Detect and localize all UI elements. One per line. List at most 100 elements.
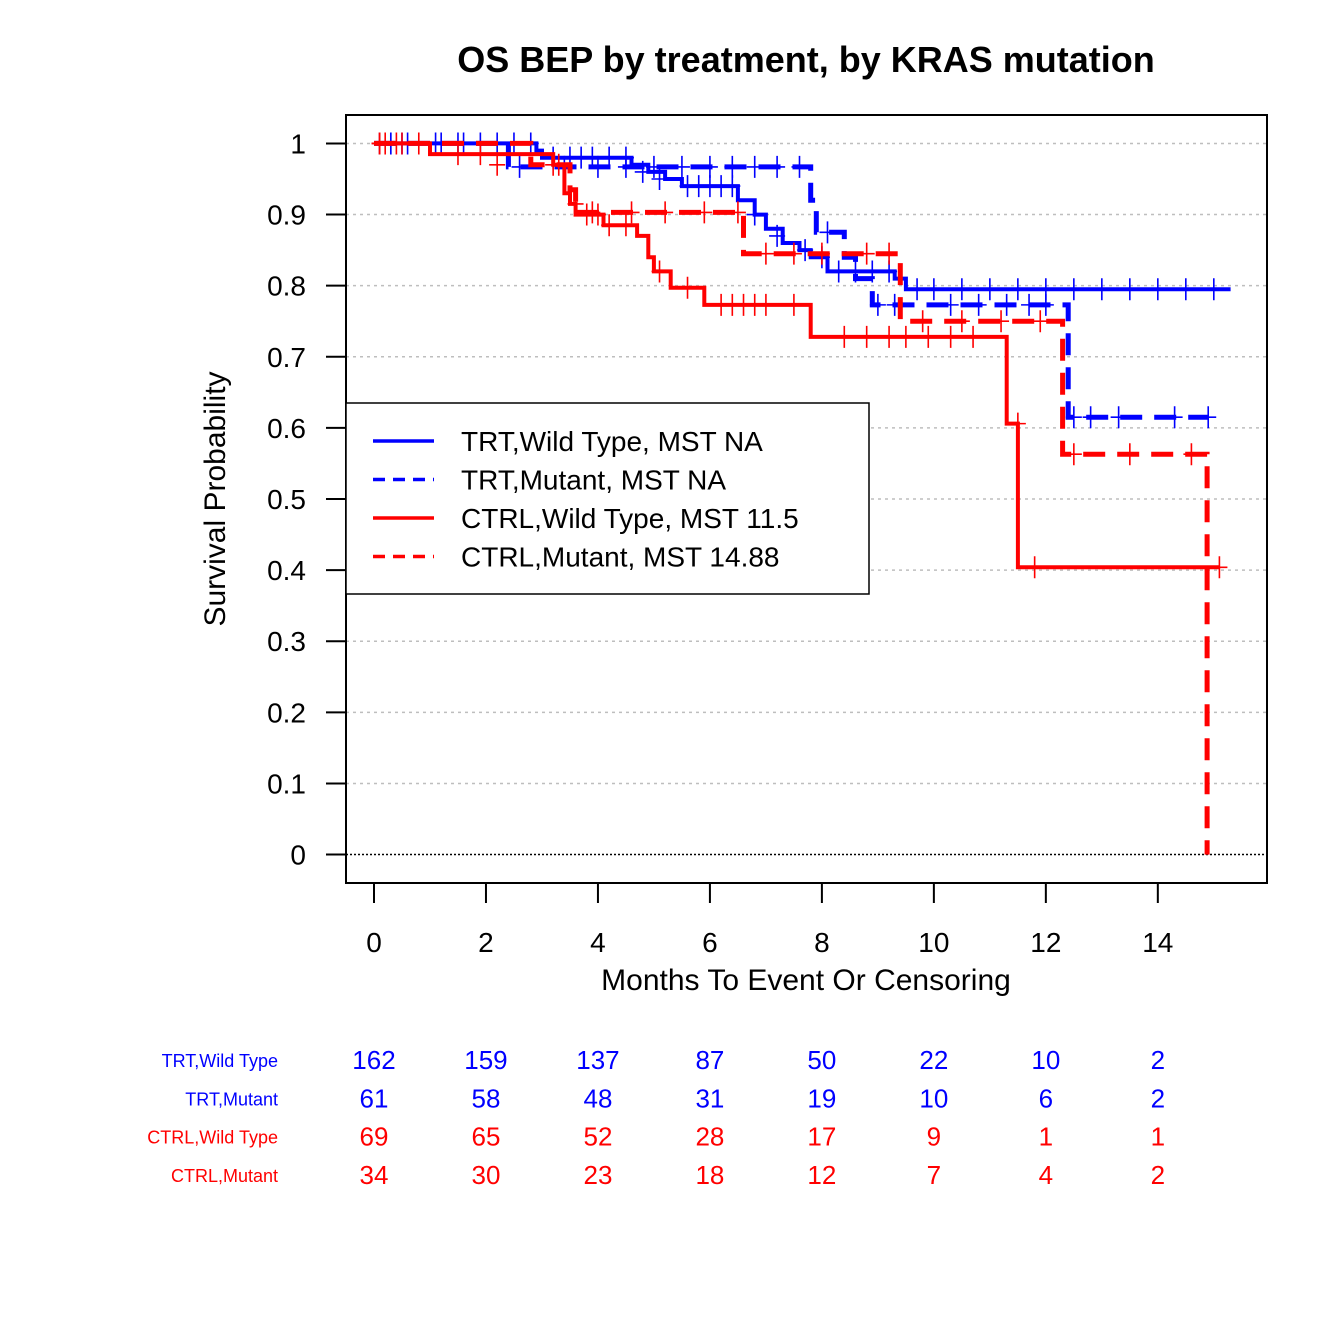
- series-1-censor-mark-42: [1205, 278, 1222, 301]
- series-3-censor-mark-28: [1211, 556, 1228, 579]
- series-4-censor-mark-7: [657, 201, 674, 224]
- series-2-censor-mark-9: [701, 155, 718, 178]
- risk-count: 50: [807, 1045, 836, 1075]
- legend-label-2: TRT,Mutant, MST NA: [461, 465, 726, 496]
- risk-count: 6: [1039, 1083, 1053, 1113]
- y-tick-label-1: 0.1: [267, 768, 306, 799]
- y-tick-label-6: 0.6: [267, 413, 306, 444]
- risk-count: 137: [576, 1045, 619, 1075]
- legend: TRT,Wild Type, MST NA TRT,Mutant, MST NA C…: [345, 402, 870, 595]
- risk-count: 162: [352, 1045, 395, 1075]
- series-3-censor-mark-4: [472, 143, 489, 166]
- series-2-censor-mark-15: [869, 293, 886, 316]
- x-tick-label-6: 12: [1030, 927, 1061, 958]
- risk-count: 52: [583, 1122, 612, 1152]
- series-3-censor-mark-21: [881, 325, 898, 348]
- series-2-censor-mark-13: [791, 155, 808, 178]
- series-1-censor-mark-37: [1065, 278, 1082, 301]
- risk-count: 30: [472, 1160, 501, 1190]
- risk-count: 58: [472, 1083, 501, 1113]
- risk-count: 1: [1151, 1122, 1165, 1152]
- series-4-censor-mark-6: [623, 201, 640, 224]
- axes: 00.10.20.30.40.50.60.70.80.910 2 4 6 8 10 12 14: [267, 128, 1173, 958]
- risk-count: 10: [1031, 1045, 1060, 1075]
- series-4-censor-mark-1: [388, 132, 405, 155]
- y-tick-label-0: 0: [290, 840, 306, 871]
- series-1-censor-mark-41: [1177, 278, 1194, 301]
- series-4-censor-mark-17: [993, 310, 1010, 333]
- risk-row-label-4: CTRL,Mutant: [171, 1166, 278, 1186]
- series-4-censor-mark-12: [813, 242, 830, 265]
- series-1-censor-mark-32: [925, 278, 942, 301]
- x-tick-label-3: 6: [702, 927, 718, 958]
- y-tick-label-9: 0.9: [267, 200, 306, 231]
- series-3-censor-mark-11: [651, 260, 668, 283]
- risk-count: 48: [583, 1083, 612, 1113]
- series-1-censor-mark-25: [797, 239, 814, 262]
- series-3-censor-mark-18: [785, 293, 802, 316]
- chart-title: OS BEP by treatment, by KRAS mutation: [457, 39, 1154, 80]
- series-2-censor-mark-11: [746, 155, 763, 178]
- risk-row-label-1: TRT,Wild Type: [162, 1051, 278, 1071]
- series-4-censor-mark-9: [729, 201, 746, 224]
- series-2-censor-mark-3: [511, 155, 528, 178]
- series-2-censor-mark-21: [1037, 293, 1054, 316]
- gridlines: [346, 142, 1267, 856]
- series-3-censor-mark-25: [965, 325, 982, 348]
- series-3-censor-mark-19: [836, 325, 853, 348]
- series-1-censor-mark-33: [953, 278, 970, 301]
- series-2-censor-mark-14: [819, 221, 836, 244]
- risk-table: TRT,Wild Type 162 159 137 87 50 22 10 2TRT,Mutan…: [147, 1045, 1165, 1190]
- series-2-censor-mark-25: [1166, 406, 1183, 429]
- y-tick-label-8: 0.8: [267, 271, 306, 302]
- series-3-censor-mark-26: [1009, 412, 1026, 435]
- series-2-censor-mark-10: [724, 155, 741, 178]
- risk-count: 19: [807, 1083, 836, 1113]
- series-3-censor-mark-10: [617, 214, 634, 237]
- y-tick-label-10: 1: [290, 128, 306, 159]
- risk-count: 69: [360, 1122, 389, 1152]
- y-tick-label-3: 0.3: [267, 626, 306, 657]
- series-1-censor-mark-27: [830, 260, 847, 283]
- series-4-censor-mark-11: [785, 242, 802, 265]
- series-3-censor-mark-24: [942, 325, 959, 348]
- y-tick-label-4: 0.4: [267, 555, 306, 586]
- series-2-censor-mark-22: [1065, 406, 1082, 429]
- series-4-censor-mark-2: [449, 143, 466, 166]
- series-1-censor-mark-35: [1009, 278, 1026, 301]
- risk-count: 9: [927, 1122, 941, 1152]
- series-3-censor-mark-9: [601, 214, 618, 237]
- series-4-censor-mark-18: [1032, 310, 1049, 333]
- x-tick-label-7: 14: [1142, 927, 1173, 958]
- series-3-censor-mark-17: [757, 293, 774, 316]
- series-1-censor-mark-24: [769, 224, 786, 247]
- series-2-censor-mark-12: [769, 155, 786, 178]
- series-2-group: [374, 132, 1217, 429]
- series-1-censor-mark-38: [1093, 278, 1110, 301]
- legend-box: [345, 402, 870, 595]
- x-tick-label-2: 4: [590, 927, 606, 958]
- x-axis-label: Months To Event Or Censoring: [601, 964, 1011, 997]
- series-2-censor-mark-19: [998, 293, 1015, 316]
- series-1-censor-mark-39: [1121, 278, 1138, 301]
- series-2-censor-mark-24: [1110, 406, 1127, 429]
- risk-count: 61: [360, 1083, 389, 1113]
- risk-count: 87: [695, 1045, 724, 1075]
- y-tick-label-7: 0.7: [267, 342, 306, 373]
- series-3-censor-mark-27: [1026, 556, 1043, 579]
- series-4-censor-mark-5: [584, 201, 601, 224]
- risk-count: 18: [695, 1160, 724, 1190]
- series-4-censor-mark-4: [545, 153, 562, 176]
- risk-count: 1: [1039, 1122, 1053, 1152]
- x-tick-label-1: 2: [478, 927, 494, 958]
- series-3-censor-mark-23: [920, 325, 937, 348]
- series-2-censor-mark-7: [645, 155, 662, 178]
- series-4-censor-mark-15: [914, 310, 931, 333]
- risk-count: 2: [1151, 1160, 1165, 1190]
- legend-label-3: CTRL,Wild Type, MST 11.5: [461, 503, 799, 534]
- series-1-censor-mark-17: [651, 168, 668, 190]
- series-4-censor-mark-0: [371, 132, 388, 155]
- series-1-censor-mark-40: [1149, 278, 1166, 301]
- risk-count: 10: [919, 1083, 948, 1113]
